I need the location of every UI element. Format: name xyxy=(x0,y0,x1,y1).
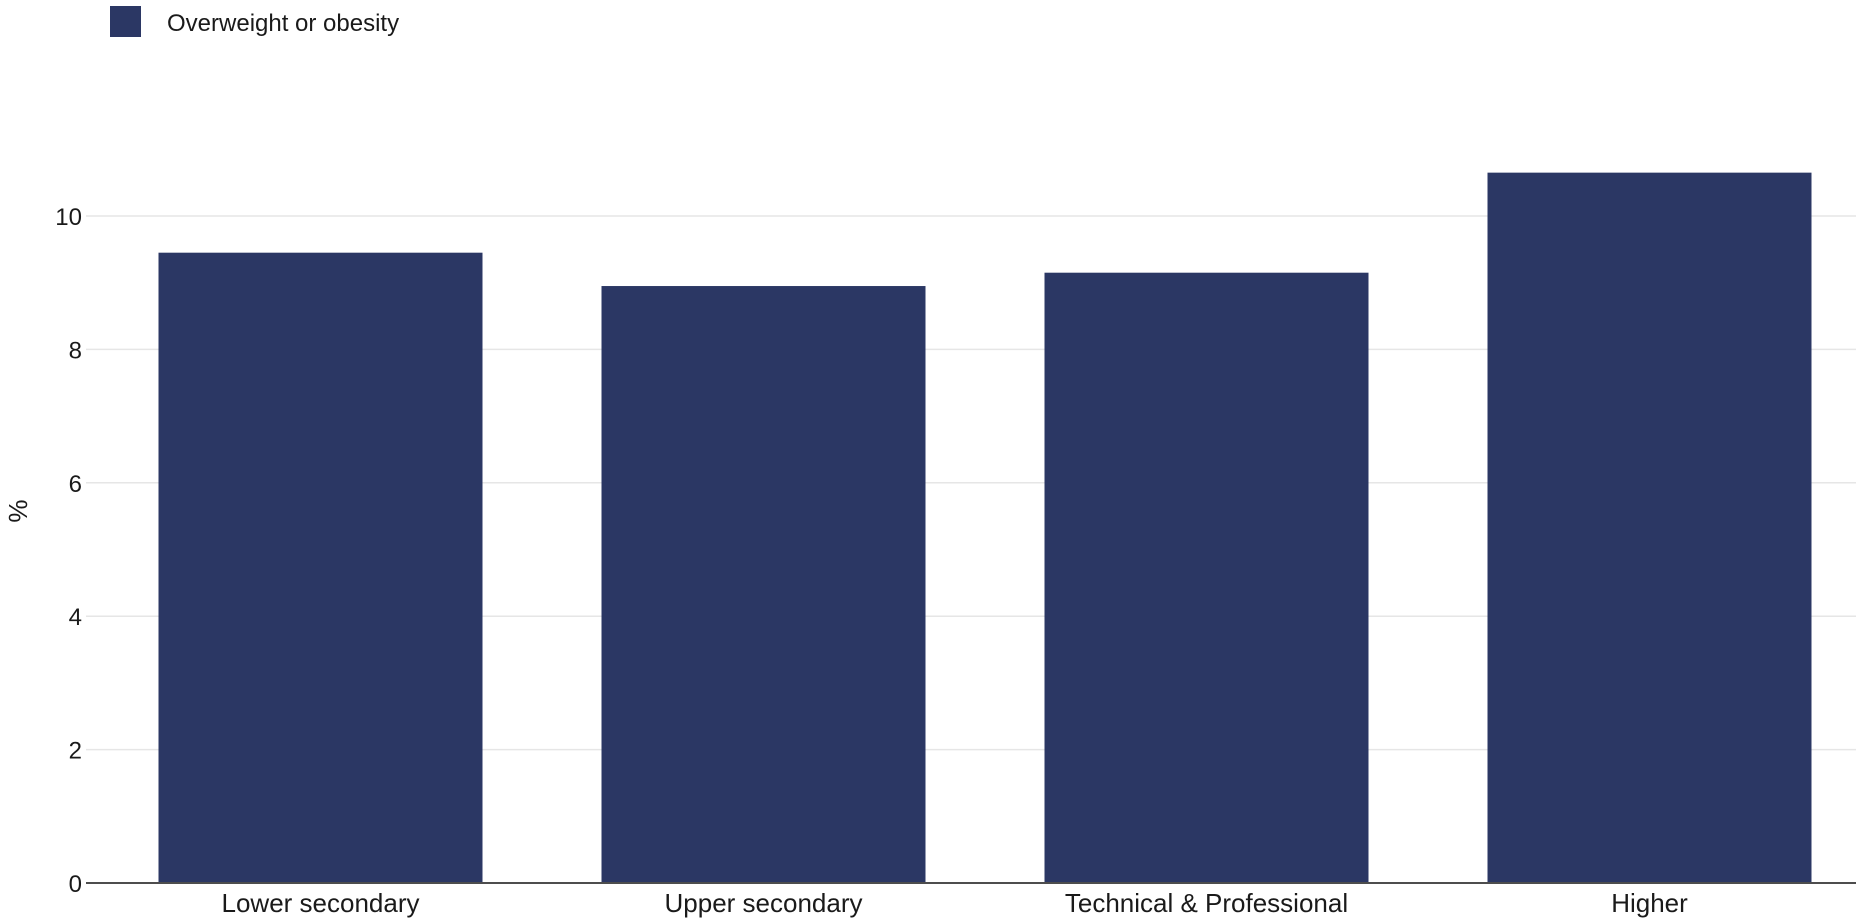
y-axis-ticks: 0 2 4 6 8 10 xyxy=(55,204,82,898)
bar xyxy=(1044,272,1369,883)
x-tick-label: Technical & Professional xyxy=(1065,888,1348,918)
y-tick-label: 2 xyxy=(69,738,82,765)
y-tick-label: 8 xyxy=(69,337,82,364)
bar xyxy=(601,286,926,883)
legend-label: Overweight or obesity xyxy=(167,10,399,37)
x-tick-label: Lower secondary xyxy=(222,888,420,918)
y-tick-label: 4 xyxy=(69,604,82,631)
legend-swatch xyxy=(110,6,141,37)
y-tick-label: 6 xyxy=(69,471,82,498)
y-axis-title: % xyxy=(3,499,33,522)
bar xyxy=(158,252,483,883)
y-tick-label: 10 xyxy=(55,204,82,231)
x-tick-label: Upper secondary xyxy=(665,888,863,918)
x-tick-label: Higher xyxy=(1611,888,1688,918)
bar xyxy=(1487,172,1812,883)
bars xyxy=(158,172,1812,883)
x-axis-labels: Lower secondary Upper secondary Technical … xyxy=(222,888,1689,918)
y-tick-label: 0 xyxy=(69,871,82,898)
legend: Overweight or obesity xyxy=(110,6,399,37)
